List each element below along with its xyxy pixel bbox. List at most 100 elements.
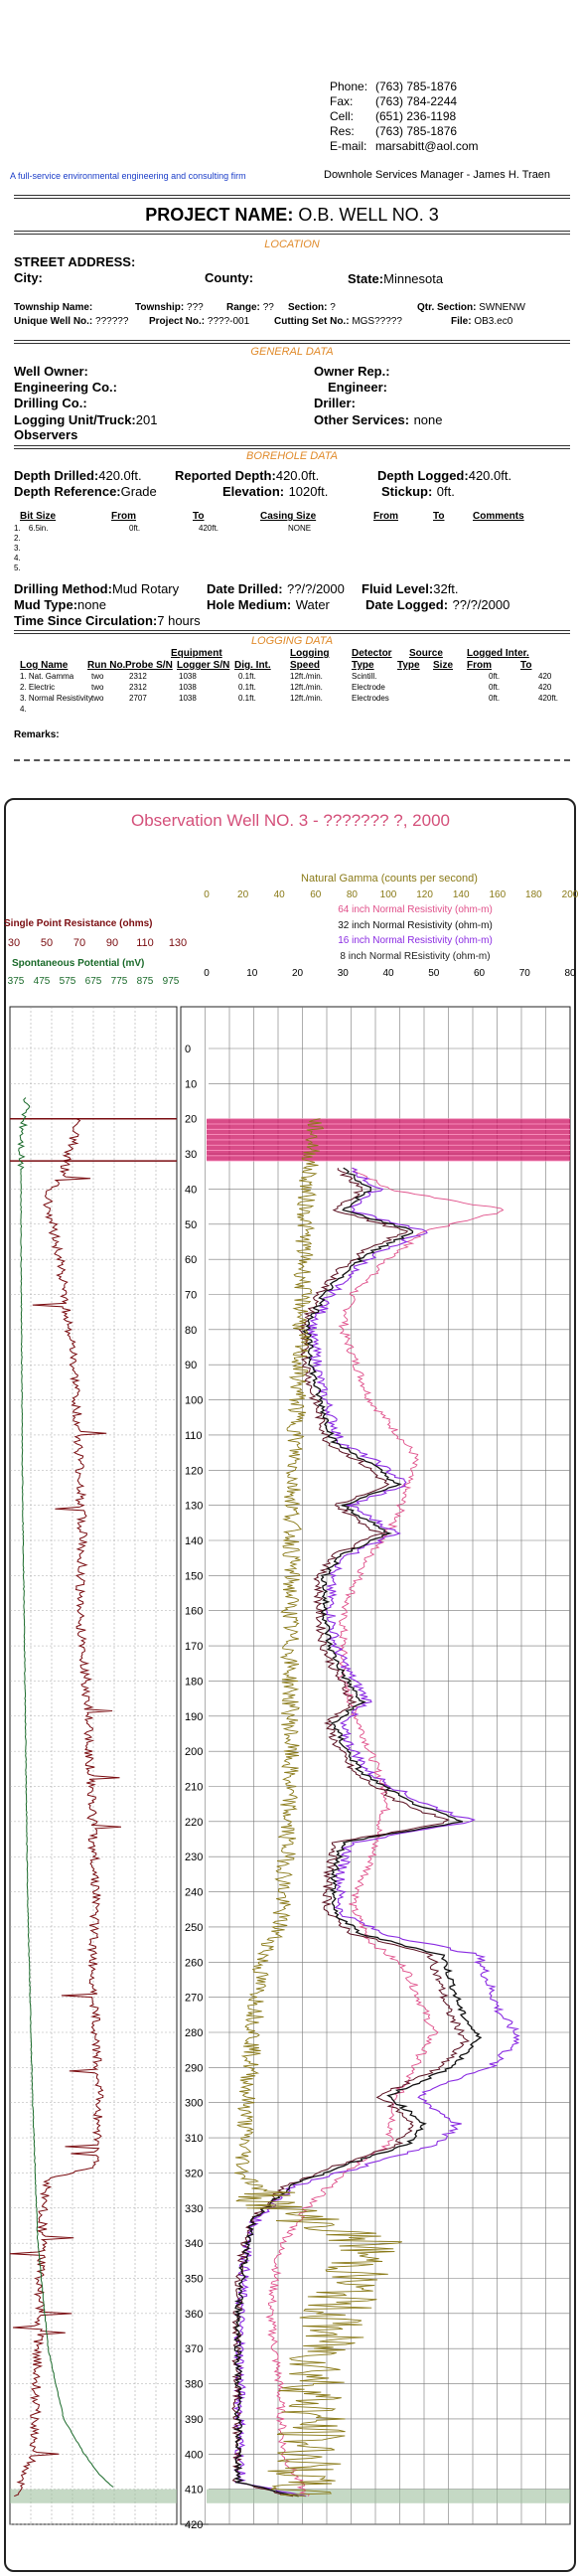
phone-value: (763) 785-1876 bbox=[375, 80, 458, 93]
log-plot-title: Observation Well NO. 3 - ??????? ?, 2000 bbox=[131, 811, 450, 830]
depth-label: 310 bbox=[185, 2133, 203, 2145]
spr-tick: 70 bbox=[73, 937, 85, 949]
res-tick: 80 bbox=[564, 968, 576, 979]
to-header: To bbox=[193, 511, 205, 522]
bit-row-1: 1. 6.5in. 0ft. 420ft. NONE bbox=[14, 523, 311, 535]
bit-row-5: 5. bbox=[14, 564, 21, 572]
cell-label: Cell: bbox=[330, 109, 355, 123]
unique-value: ?????? bbox=[95, 316, 129, 327]
depth-label: 20 bbox=[185, 1114, 197, 1126]
gamma-tick: 100 bbox=[380, 889, 397, 900]
cell-value: (651) 236-1198 bbox=[375, 109, 457, 123]
section-logging: LOGGING DATA bbox=[250, 635, 334, 647]
date-logged-field: Date Logged: ??/?/2000 bbox=[365, 596, 509, 614]
date-drilled-label: Date Drilled: bbox=[207, 581, 283, 596]
gamma-tick: 40 bbox=[274, 889, 286, 900]
depth-label: 400 bbox=[185, 2449, 203, 2461]
logging-cell: 420 bbox=[538, 683, 552, 692]
res64-label: 64 inch Normal Resistivity (ohm-m) bbox=[338, 904, 493, 915]
sp-axis-label: Spontaneous Potential (mV) bbox=[12, 958, 144, 969]
street-label: STREET ADDRESS: bbox=[14, 254, 136, 269]
res8-label: 8 inch Normal REsistivity (ohm-m) bbox=[340, 951, 490, 962]
sp-tick: 575 bbox=[60, 976, 76, 987]
logging-cell: two bbox=[91, 694, 104, 703]
phone-label: Phone: bbox=[330, 80, 368, 93]
bit-row-2: 2. bbox=[14, 534, 21, 543]
gamma-tick: 20 bbox=[237, 889, 249, 900]
elev-label: Elevation: bbox=[222, 484, 285, 499]
projno-value: ????-001 bbox=[207, 316, 250, 327]
logging-group-header: Logging bbox=[290, 648, 330, 659]
depth-label: 300 bbox=[185, 2098, 203, 2110]
depth-label: 60 bbox=[185, 1254, 197, 1266]
spr-axis-label: Single Point Resistance (ohms) bbox=[4, 918, 152, 929]
casing-to-header: To bbox=[433, 511, 445, 522]
cutting-label: Cutting Set No.: bbox=[274, 316, 350, 327]
depth-drilled-label: Depth Drilled: bbox=[14, 468, 99, 483]
logging-cell: 1038 bbox=[179, 683, 197, 692]
from-header: From bbox=[111, 511, 136, 522]
depth-label: 410 bbox=[185, 2485, 203, 2496]
res-tick: 0 bbox=[204, 968, 210, 979]
township-value: ??? bbox=[187, 302, 204, 313]
detector-group-header: Detector bbox=[352, 648, 392, 659]
city-label: City: bbox=[14, 270, 43, 285]
state-value: Minnesota bbox=[383, 271, 444, 286]
page-title: PROJECT NAME: O.B. WELL NO. 3 bbox=[14, 205, 570, 226]
date-drilled-field: Date Drilled: ??/?/2000 bbox=[207, 580, 345, 598]
depth-label: 130 bbox=[185, 1501, 203, 1513]
well-owner-label: Well Owner: bbox=[14, 364, 88, 379]
circulation-field: Time Since Circulation:7 hours bbox=[14, 612, 201, 630]
bit-size-header: Bit Size bbox=[20, 511, 57, 522]
observers-label: Observers bbox=[14, 427, 78, 442]
log-plot-frame bbox=[4, 798, 576, 2572]
logging-cell: 3. Normal Resistivity bbox=[20, 694, 92, 703]
depth-label: 420 bbox=[185, 2519, 203, 2531]
depth-label: 90 bbox=[185, 1360, 197, 1371]
fluid-value: 32ft. bbox=[433, 581, 459, 596]
email-value[interactable]: marsabitt@aol.com bbox=[375, 139, 479, 153]
logging-cell: 4. bbox=[20, 705, 27, 714]
stickup-field: Stickup: 0ft. bbox=[381, 483, 455, 501]
company-tagline: A full-service environmental engineering… bbox=[10, 171, 246, 181]
reported-label: Reported Depth: bbox=[175, 468, 276, 483]
stickup-label: Stickup: bbox=[381, 484, 433, 499]
depth-label: 350 bbox=[185, 2274, 203, 2286]
depth-label: 250 bbox=[185, 1922, 203, 1934]
depth-label: 270 bbox=[185, 1993, 203, 2005]
gamma-axis-label: Natural Gamma (counts per second) bbox=[301, 873, 478, 885]
res32-label: 32 inch Normal Resistivity (ohm-m) bbox=[338, 920, 493, 931]
res64-curve bbox=[265, 1167, 505, 2496]
depth-label: 190 bbox=[185, 1711, 203, 1723]
lh-speed: Speed bbox=[290, 660, 321, 671]
sp-tick: 975 bbox=[163, 976, 180, 987]
lh-probe: Probe S/N bbox=[125, 660, 173, 671]
res-tick: 20 bbox=[292, 968, 304, 979]
res16-label: 16 inch Normal Resistivity (ohm-m) bbox=[338, 935, 493, 946]
elevation-field: Elevation: 1020ft. bbox=[222, 483, 328, 501]
stickup-value: 0ft. bbox=[436, 484, 455, 499]
bit-row-3: 3. bbox=[14, 544, 21, 553]
lh-log-name: Log Name bbox=[20, 660, 69, 671]
depth-label: 390 bbox=[185, 2414, 203, 2426]
logging-cell: 1038 bbox=[179, 694, 197, 703]
res16-curve bbox=[232, 1167, 520, 2497]
depth-label: 220 bbox=[185, 1817, 203, 1829]
reported-depth-field: Reported Depth:420.0ft. bbox=[175, 467, 319, 485]
driller-label: Driller: bbox=[314, 396, 356, 410]
project-value: O.B. WELL NO. 3 bbox=[298, 205, 439, 225]
gamma-tick: 60 bbox=[310, 889, 322, 900]
section-value: ? bbox=[330, 302, 336, 313]
divider bbox=[14, 195, 570, 199]
lh-logger: Logger S/N bbox=[177, 660, 230, 671]
method-label: Drilling Method: bbox=[14, 581, 112, 596]
sp-tick: 775 bbox=[111, 976, 128, 987]
depth-label: 170 bbox=[185, 1641, 203, 1653]
lh-det-type: Type bbox=[352, 660, 374, 671]
depth-label: 210 bbox=[185, 1782, 203, 1794]
eng-co-label: Engineering Co.: bbox=[14, 380, 117, 395]
ref-label: Depth Reference: bbox=[14, 484, 121, 499]
depth-label: 110 bbox=[185, 1430, 203, 1442]
depth-ref-field: Depth Reference:Grade bbox=[14, 483, 157, 501]
